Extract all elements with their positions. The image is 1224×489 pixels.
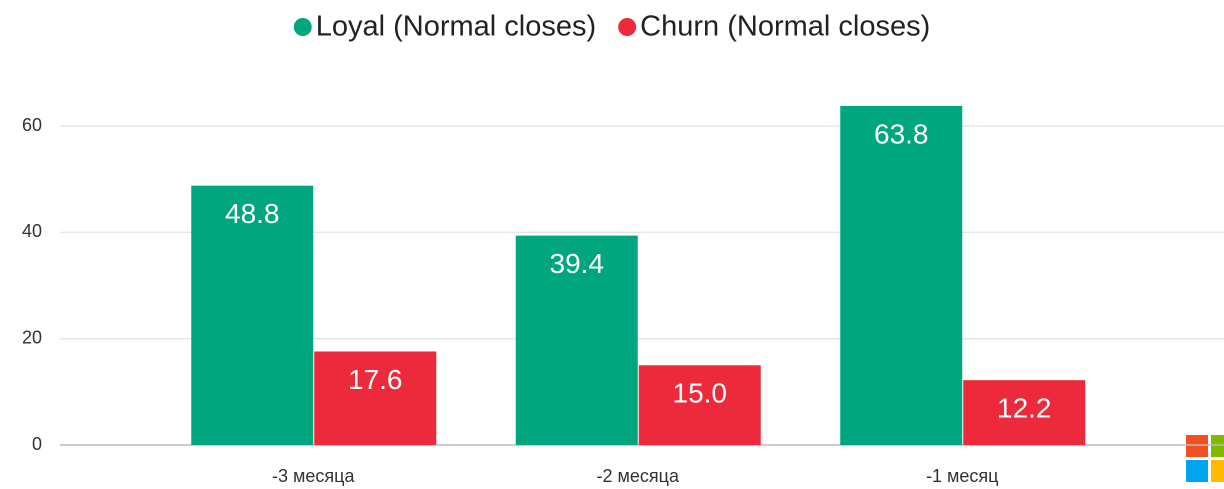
x-tick-label: -1 месяц: [926, 466, 998, 486]
y-tick-label: 40: [22, 221, 42, 241]
value-label: 15.0: [673, 378, 728, 409]
value-label: 63.8: [874, 118, 929, 149]
value-label: 48.8: [225, 198, 280, 229]
value-label: 12.2: [997, 393, 1052, 424]
value-label: 17.6: [348, 364, 403, 395]
value-label: 39.4: [550, 248, 605, 279]
bar: [963, 380, 1086, 445]
x-tick-label: -2 месяца: [597, 466, 680, 486]
x-tick-label: -3 месяца: [272, 466, 355, 486]
bar: [515, 235, 638, 445]
windows-logo: [1186, 435, 1224, 482]
legend-marker: [618, 18, 637, 36]
legend-label: Loyal (Normal closes): [316, 11, 596, 43]
bar: [638, 365, 761, 445]
bar: [191, 185, 314, 446]
bar: [314, 351, 437, 445]
bar: [840, 105, 963, 445]
y-tick-label: 0: [32, 434, 42, 454]
y-tick-label: 20: [22, 327, 42, 347]
legend-marker: [293, 18, 312, 36]
y-tick-label: 60: [22, 115, 42, 135]
legend-label: Churn (Normal closes): [640, 11, 930, 43]
